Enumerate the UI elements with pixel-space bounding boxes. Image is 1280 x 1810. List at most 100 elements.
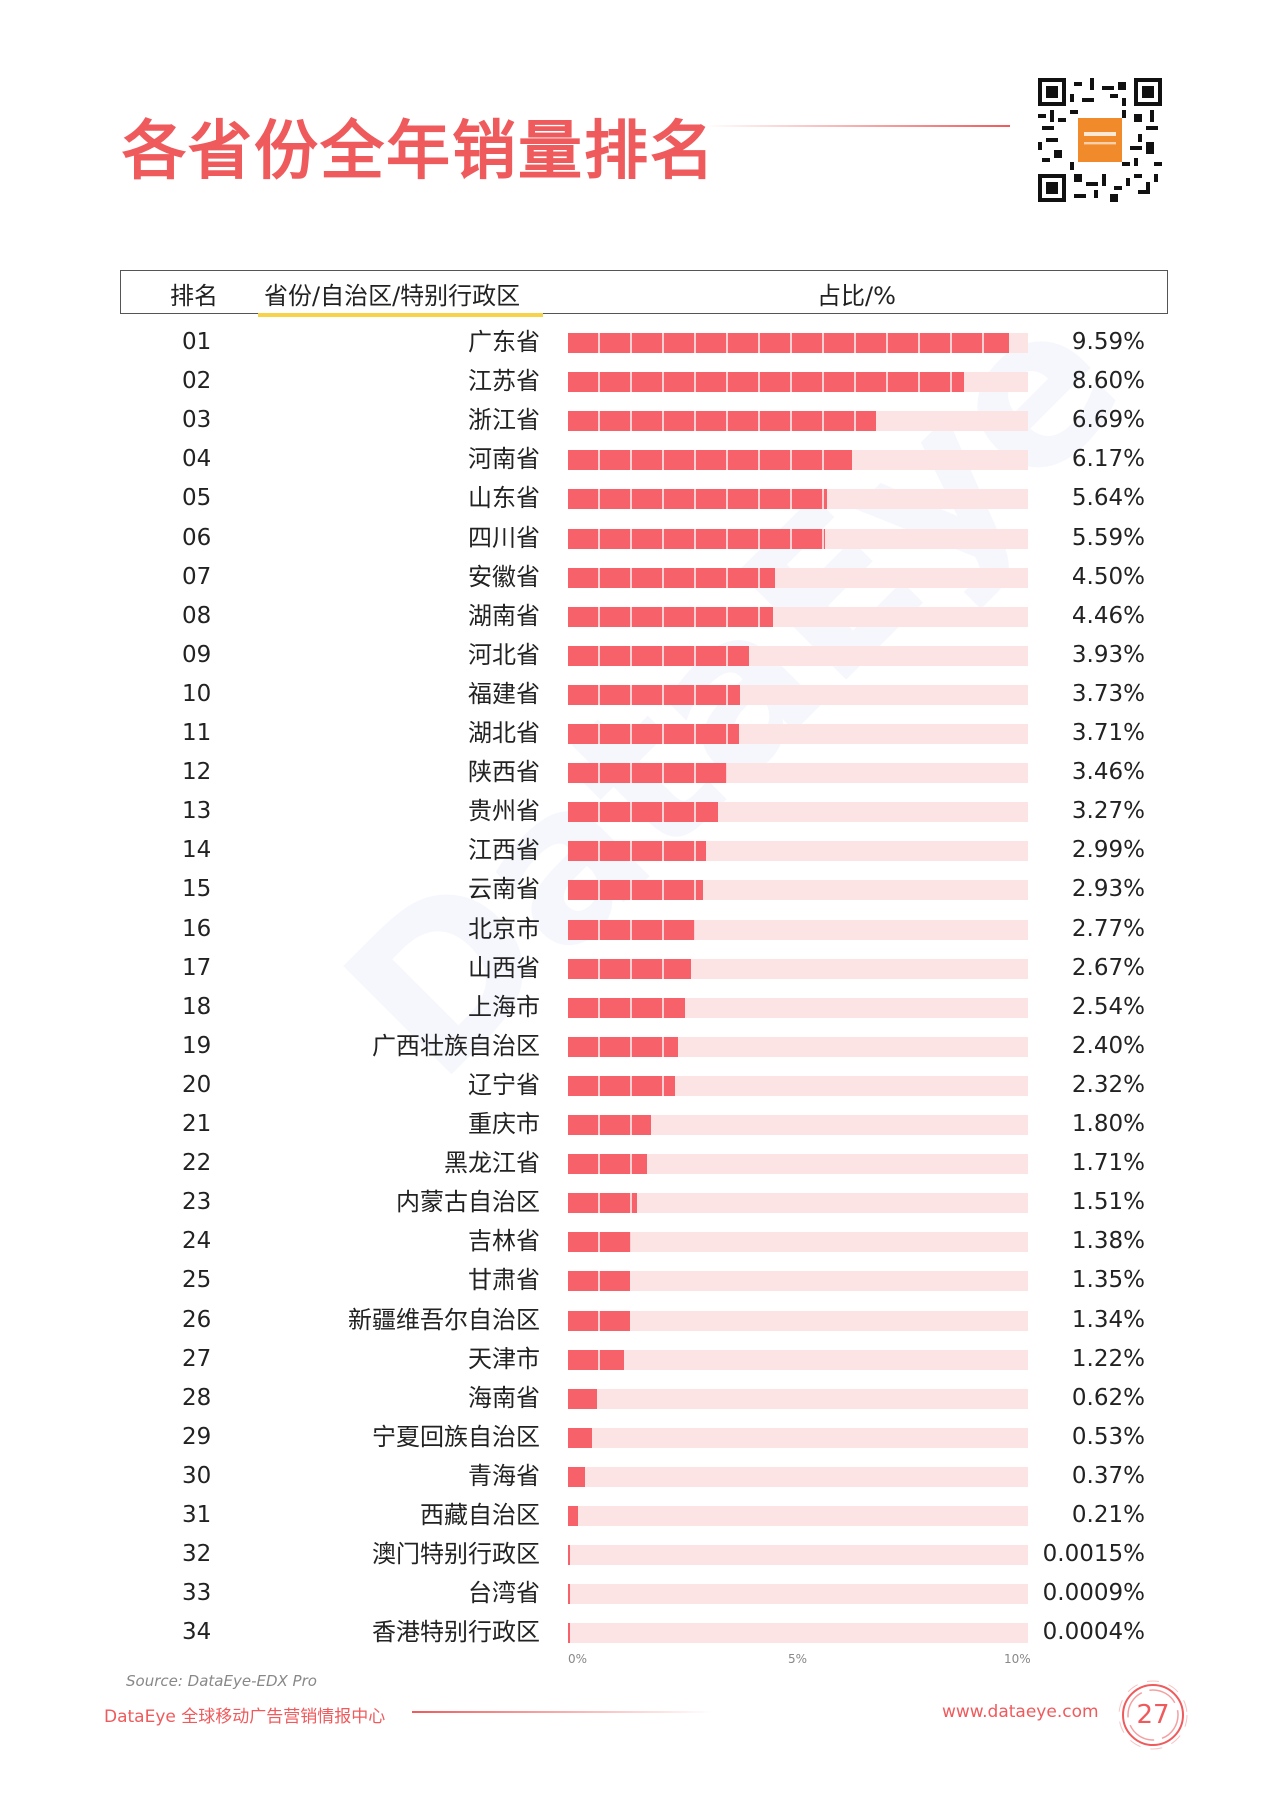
share-value-label: 2.77%: [1071, 915, 1145, 942]
rank-label: 27: [182, 1345, 212, 1372]
rank-label: 29: [182, 1423, 212, 1450]
bar: [568, 1271, 631, 1292]
chart-row: 08 湖南省 4.46%: [0, 597, 1280, 636]
province-label: 云南省: [468, 875, 540, 904]
share-value-label: 0.0009%: [1042, 1580, 1145, 1607]
bar-track: [568, 606, 1028, 627]
province-label: 上海市: [468, 992, 540, 1021]
share-value-label: 3.73%: [1071, 680, 1145, 707]
province-label: 台湾省: [468, 1579, 540, 1608]
bar: [568, 411, 876, 432]
province-label: 湖南省: [468, 601, 540, 630]
share-value-label: 0.53%: [1071, 1423, 1145, 1450]
rank-label: 28: [182, 1384, 212, 1411]
source-note: Source: DataEye-EDX Pro: [126, 1672, 317, 1690]
share-value-label: 1.71%: [1071, 1150, 1145, 1177]
bar-track: [568, 1623, 1028, 1644]
rank-label: 21: [182, 1111, 212, 1137]
bar-track: [568, 411, 1028, 432]
bar-track: [568, 997, 1028, 1018]
x-tick-label: 5%: [788, 1652, 808, 1666]
share-value-label: 4.50%: [1071, 563, 1145, 590]
bar: [568, 1075, 675, 1096]
province-label: 浙江省: [468, 406, 540, 435]
chart-row: 26 新疆维吾尔自治区 1.34%: [0, 1301, 1280, 1340]
bar-track: [568, 1075, 1028, 1096]
rank-label: 26: [182, 1306, 212, 1333]
bar-track: [568, 1388, 1028, 1409]
bar: [568, 1545, 570, 1566]
footer-decor-line: [412, 1711, 712, 1713]
rank-label: 03: [182, 407, 212, 434]
bar: [568, 1466, 586, 1487]
bar-track: [568, 1154, 1028, 1175]
bar: [568, 567, 775, 588]
bar: [568, 333, 1010, 353]
bar-track: [568, 1115, 1028, 1135]
rank-label: 12: [182, 759, 212, 786]
bar: [568, 763, 728, 784]
chart-row: 06 四川省 5.59%: [0, 519, 1280, 558]
rank-label: 33: [182, 1580, 212, 1607]
share-value-label: 6.69%: [1071, 407, 1145, 434]
footer-url[interactable]: www.dataeye.com: [942, 1702, 1099, 1722]
bar-track: [568, 1232, 1028, 1253]
bar: [568, 684, 740, 705]
province-label: 黑龙江省: [444, 1149, 540, 1178]
bar-track: [568, 372, 1028, 393]
province-label: 甘肃省: [468, 1266, 540, 1295]
share-value-label: 0.0015%: [1042, 1541, 1145, 1568]
province-label: 福建省: [468, 679, 540, 708]
rank-label: 23: [182, 1189, 212, 1216]
province-label: 天津市: [468, 1344, 540, 1373]
chart-row: 34 香港特别行政区 0.0004%: [0, 1613, 1280, 1652]
share-value-label: 1.22%: [1071, 1345, 1145, 1372]
bar-track: [568, 841, 1028, 862]
bar-track: [568, 1584, 1028, 1605]
bar-track: [568, 958, 1028, 979]
bar: [568, 1115, 651, 1135]
chart-row: 14 江西省 2.99%: [0, 831, 1280, 870]
page-title: 各省份全年销量排名: [122, 115, 716, 189]
chart-row: 10 福建省 3.73%: [0, 675, 1280, 714]
bar: [568, 880, 703, 901]
chart-row: 02 江苏省 8.60%: [0, 362, 1280, 401]
chart-row: 04 河南省 6.17%: [0, 440, 1280, 479]
bar-track: [568, 1193, 1028, 1214]
bar-track: [568, 333, 1028, 353]
rank-label: 31: [182, 1502, 212, 1528]
chart-row: 01 广东省 9.59%: [0, 323, 1280, 362]
province-label: 新疆维吾尔自治区: [348, 1305, 540, 1334]
share-value-label: 2.40%: [1071, 1032, 1145, 1059]
bar-track: [568, 1506, 1028, 1526]
bar-track: [568, 1466, 1028, 1487]
rank-label: 20: [182, 1071, 212, 1098]
bar: [568, 1623, 570, 1644]
province-label: 西藏自治区: [420, 1501, 540, 1529]
page-number-badge: 27: [1118, 1680, 1188, 1750]
province-label: 四川省: [468, 523, 540, 552]
bar-track: [568, 880, 1028, 901]
rank-label: 22: [182, 1150, 212, 1177]
share-value-label: 0.37%: [1071, 1462, 1145, 1489]
chart-row: 09 河北省 3.93%: [0, 636, 1280, 675]
province-label: 河南省: [468, 445, 540, 474]
bar-track: [568, 645, 1028, 666]
rank-label: 17: [182, 954, 212, 981]
rank-label: 14: [182, 837, 212, 864]
share-value-label: 2.67%: [1071, 954, 1145, 981]
chart-row: 28 海南省 0.62%: [0, 1379, 1280, 1418]
bar-track: [568, 1310, 1028, 1331]
chart-row: 22 黑龙江省 1.71%: [0, 1144, 1280, 1183]
bar: [568, 1427, 593, 1448]
header-underline: [258, 313, 543, 317]
rank-label: 15: [182, 876, 212, 903]
province-label: 青海省: [468, 1461, 540, 1490]
bar-track: [568, 919, 1028, 940]
circle-ring-icon: [1118, 1680, 1188, 1750]
share-value-label: 2.99%: [1071, 837, 1145, 864]
chart-row: 21 重庆市 1.80%: [0, 1105, 1280, 1144]
table-header: [120, 270, 1168, 314]
share-value-label: 3.46%: [1071, 759, 1145, 786]
header-rank: 排名: [170, 282, 218, 310]
